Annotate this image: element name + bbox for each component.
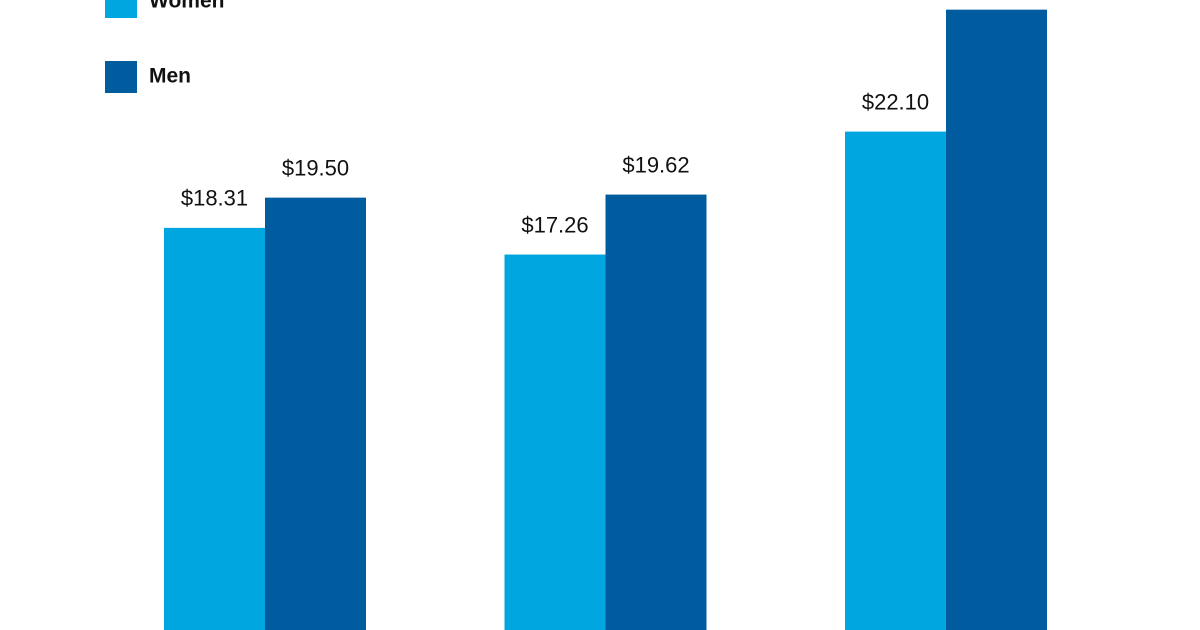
bar — [946, 9, 1047, 630]
legend-label: Women — [149, 0, 224, 13]
legend-swatch — [105, 61, 137, 93]
value-label: $18.31 — [181, 186, 248, 211]
bar — [605, 194, 707, 630]
bar — [164, 227, 265, 630]
legend-swatch — [105, 0, 137, 18]
value-label: $17.26 — [521, 212, 588, 237]
value-label: $19.50 — [282, 155, 349, 180]
bar — [845, 131, 946, 630]
bar — [265, 197, 366, 630]
value-label: $22.10 — [862, 89, 929, 114]
legend-label: Men — [149, 65, 191, 88]
bar — [504, 254, 606, 630]
value-label: $19.62 — [622, 152, 689, 177]
